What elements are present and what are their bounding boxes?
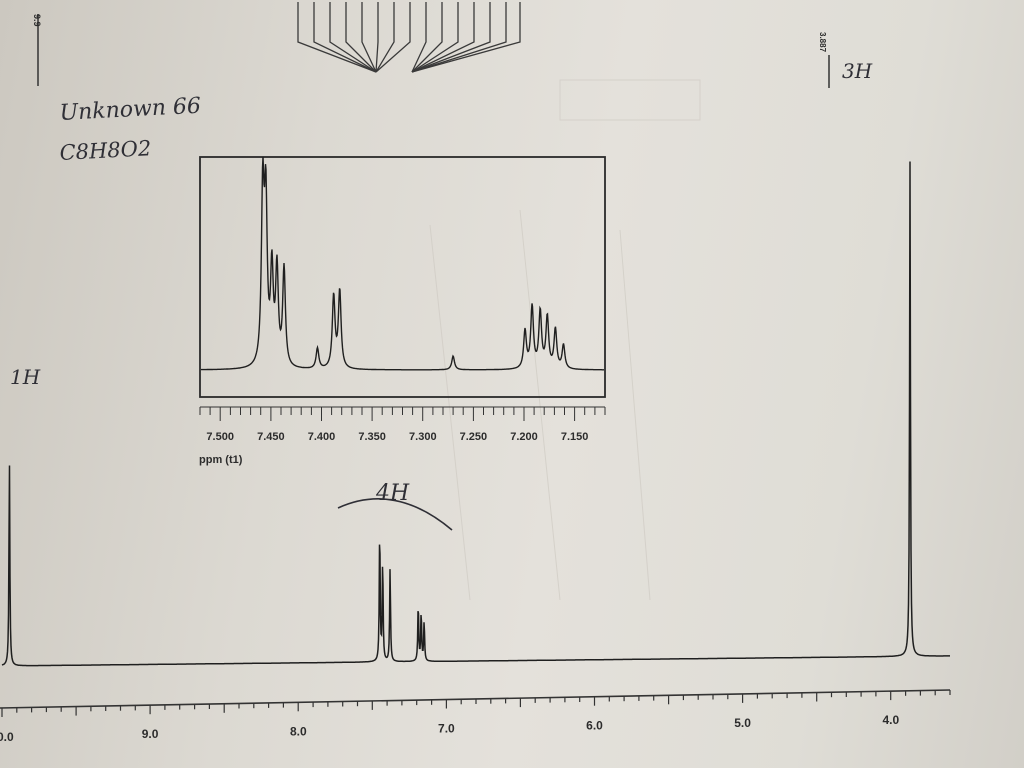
main-tick-labels: 10.0 9.0 8.0 7.0 6.0 5.0 4.0 (0, 713, 899, 744)
integral-hook (297, 2, 377, 73)
integral-hook (411, 2, 521, 73)
main-tick-label: 9.0 (142, 727, 159, 741)
integration-3h: 3H (842, 59, 873, 83)
integral-hooks (297, 2, 521, 73)
inset-spectrum-trace (201, 156, 604, 371)
main-tick-label: 5.0 (734, 716, 751, 730)
inset-tick-label: 7.250 (460, 431, 488, 443)
inset-tick-label: 7.400 (308, 431, 336, 443)
main-tick-label: 7.0 (438, 722, 455, 736)
integral-hook (411, 2, 507, 73)
inset-tick-label: 7.500 (206, 431, 234, 443)
inset-tick-label: 7.150 (561, 431, 589, 443)
integral-hook (411, 2, 491, 73)
integral-hook (361, 2, 377, 73)
integral-hook (345, 2, 377, 73)
integration-4h-arc (337, 498, 453, 531)
paper-texture (429, 79, 701, 601)
inset-tick-label: 7.300 (409, 431, 437, 443)
integration-1h: 1H (10, 365, 41, 389)
integration-4h: 4H (375, 481, 410, 506)
inset-tick-labels: 7.500 7.450 7.400 7.350 7.300 7.250 7.200 7.150 (206, 431, 588, 443)
integral-hook (375, 2, 395, 73)
inset-axis (199, 406, 606, 421)
integral-value-right: 3.887 (818, 32, 827, 53)
molecular-formula: C8H8O2 (59, 136, 152, 165)
integral-hook (411, 2, 427, 73)
main-tick-label: 8.0 (290, 724, 307, 738)
main-tick-label: 4.0 (882, 713, 899, 727)
integral-hook (411, 2, 443, 73)
main-tick-label: 6.0 (586, 719, 603, 733)
inset-tick-label: 7.200 (510, 431, 538, 443)
main-axis-line (0, 689, 951, 709)
inset-tick-label: 7.350 (358, 431, 386, 443)
integral-hook (411, 2, 475, 73)
inset-frame (199, 156, 606, 398)
inset-axis-title: ppm (t1) (199, 454, 243, 466)
integral-value-left: 9.9 (32, 14, 42, 27)
main-tick-label: 10.0 (0, 730, 14, 744)
integral-hook (313, 2, 377, 73)
integral-hook (329, 2, 377, 73)
main-spectrum-trace (1, 161, 950, 667)
sample-name: Unknown 66 (59, 94, 202, 126)
integral-hook (411, 2, 459, 73)
integral-hook (375, 2, 411, 73)
inset-tick-label: 7.450 (257, 431, 285, 443)
main-axis-ticks (1, 690, 951, 717)
integral-hook (375, 2, 379, 73)
